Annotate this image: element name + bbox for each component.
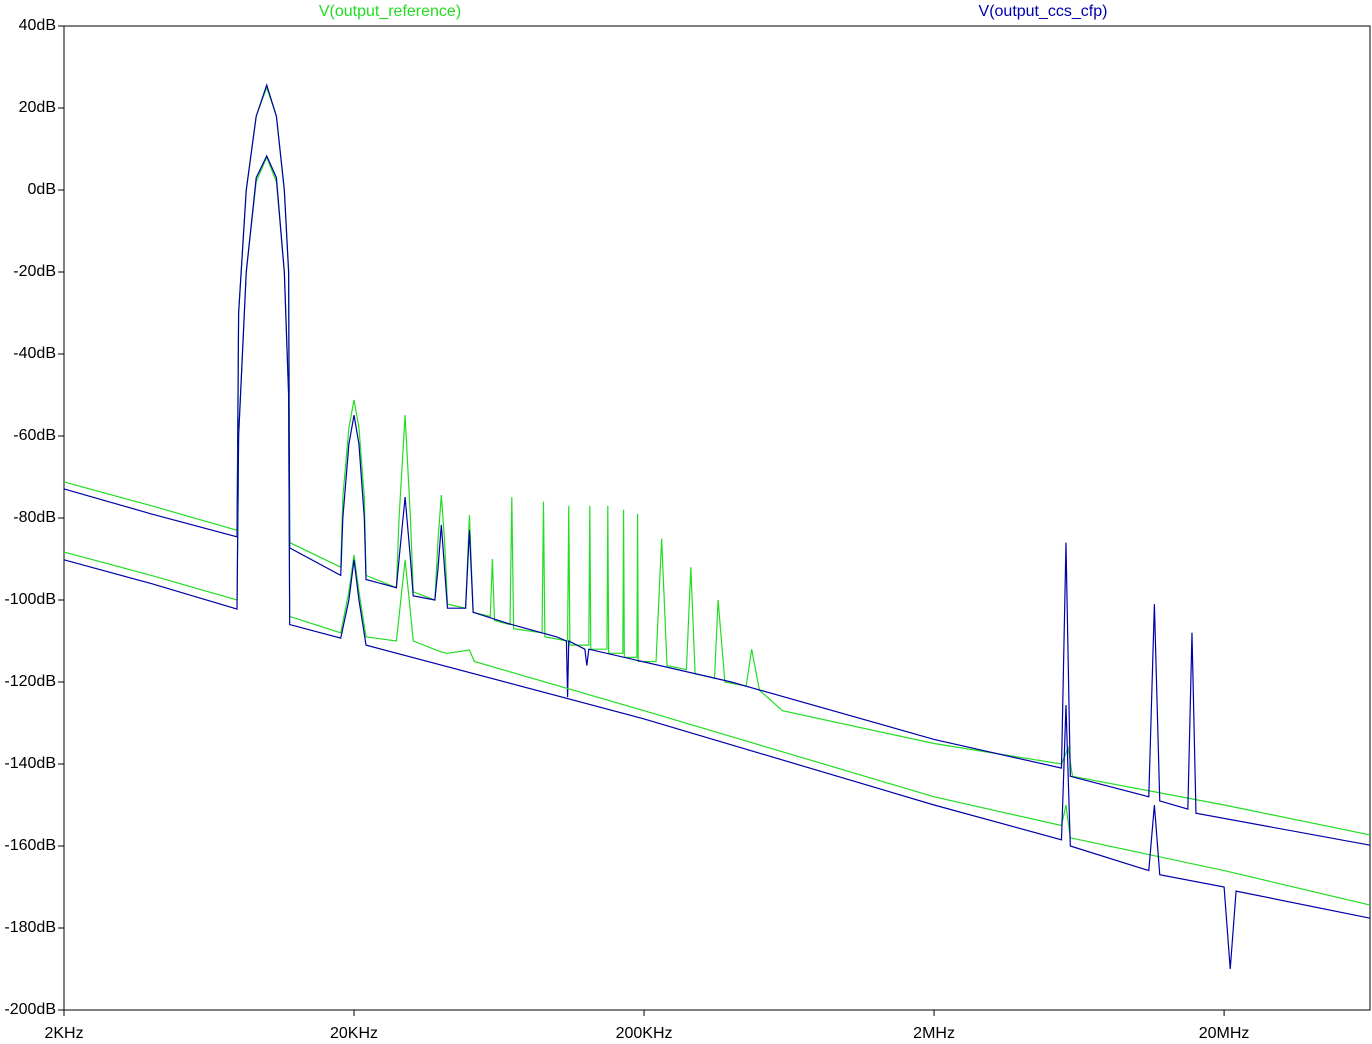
y-tick-label: -40dB [13, 345, 56, 362]
y-tick-label: -140dB [4, 755, 56, 772]
trace [63, 155, 1371, 906]
y-tick-label: -20dB [13, 263, 56, 280]
trace [63, 154, 1371, 970]
y-tick-label: -180dB [4, 919, 56, 936]
y-tick-label: -60dB [13, 427, 56, 444]
trace [63, 85, 1371, 836]
y-tick-label: 20dB [19, 99, 56, 116]
x-tick-label: 2KHz [44, 1025, 83, 1042]
trace [63, 83, 1371, 846]
y-tick-label: -100dB [4, 591, 56, 608]
y-tick-label: -120dB [4, 673, 56, 690]
y-tick-label: 0dB [28, 181, 56, 198]
x-tick-label: 20KHz [330, 1025, 378, 1042]
x-tick-label: 20MHz [1199, 1025, 1250, 1042]
y-tick-label: -200dB [4, 1001, 56, 1018]
y-tick-label: -160dB [4, 837, 56, 854]
legend-label: V(output_ccs_cfp) [979, 3, 1108, 20]
y-tick-label: 40dB [19, 17, 56, 34]
legend-label: V(output_reference) [319, 3, 461, 20]
y-tick-label: -80dB [13, 509, 56, 526]
x-tick-label: 200KHz [616, 1025, 673, 1042]
x-tick-label: 2MHz [913, 1025, 955, 1042]
